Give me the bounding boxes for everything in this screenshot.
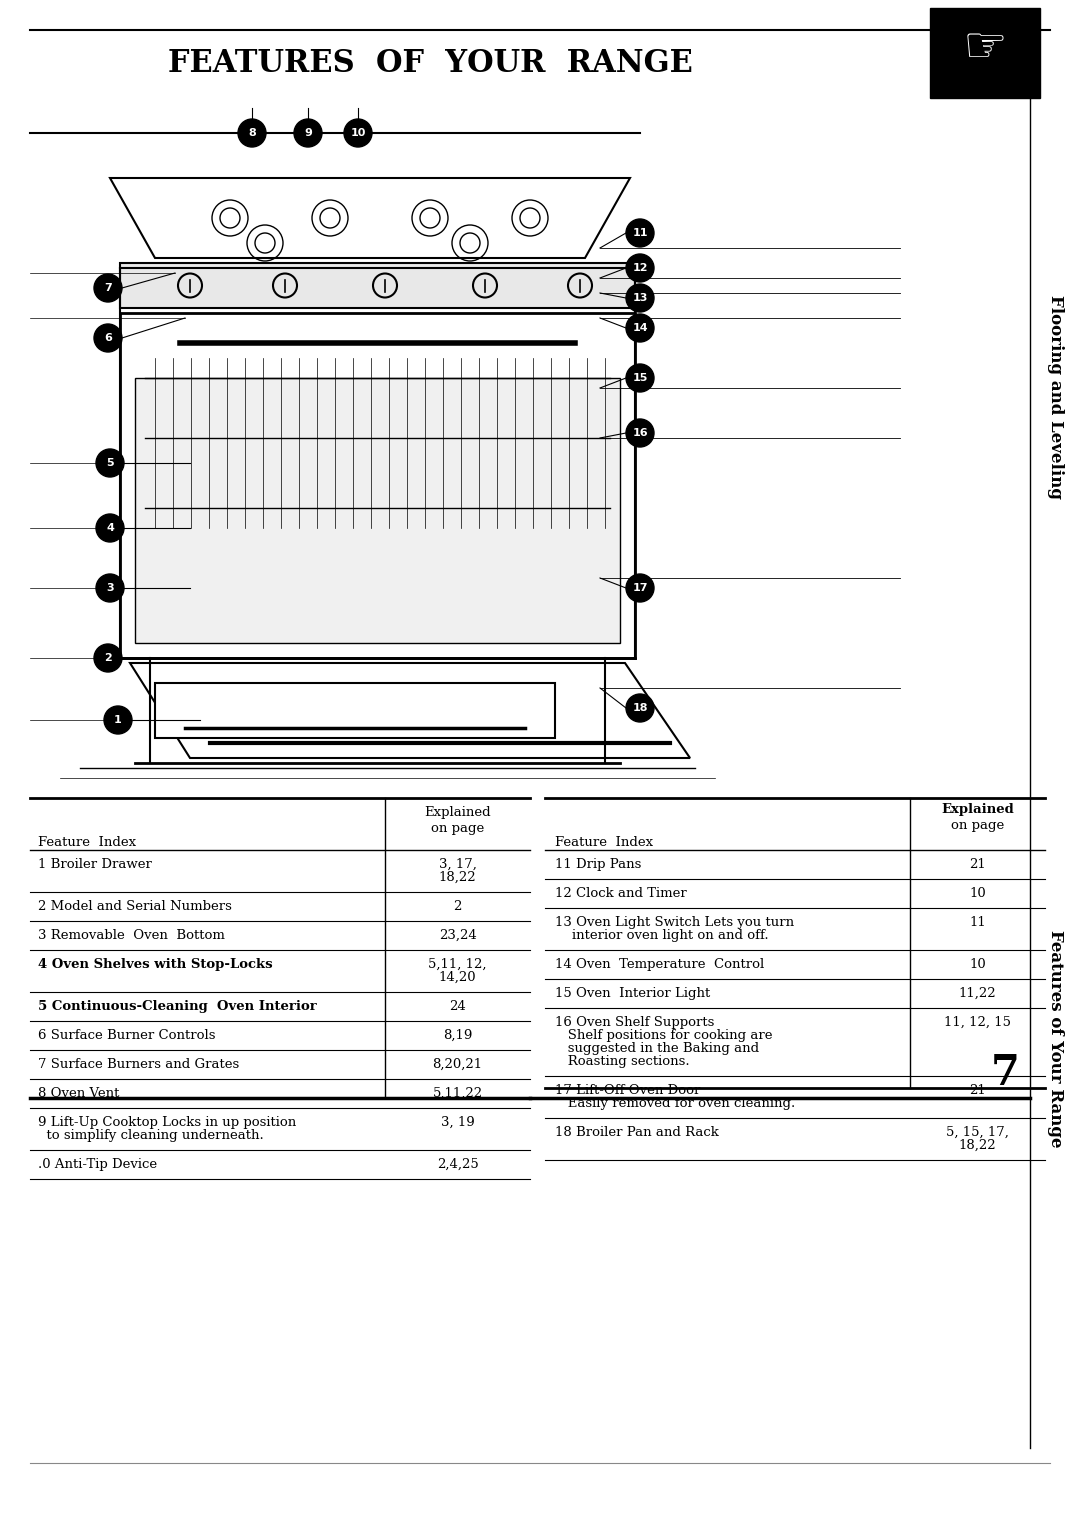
Text: 13: 13 xyxy=(632,293,648,303)
Text: 21: 21 xyxy=(969,1083,986,1097)
Text: to simplify cleaning underneath.: to simplify cleaning underneath. xyxy=(38,1129,264,1141)
Text: 21: 21 xyxy=(969,859,986,871)
Text: Features of Your Range: Features of Your Range xyxy=(1048,931,1064,1148)
Text: 10: 10 xyxy=(350,128,366,138)
Text: 11,22: 11,22 xyxy=(959,987,997,999)
Text: 1 Broiler Drawer: 1 Broiler Drawer xyxy=(38,859,152,871)
Text: Explained: Explained xyxy=(424,805,490,819)
Bar xyxy=(135,377,620,643)
Text: on page: on page xyxy=(950,819,1004,833)
Text: 24: 24 xyxy=(449,999,465,1013)
Text: 18,22: 18,22 xyxy=(959,1138,997,1152)
Circle shape xyxy=(626,694,654,723)
Text: 11: 11 xyxy=(632,228,648,238)
Text: 2 Model and Serial Numbers: 2 Model and Serial Numbers xyxy=(38,900,232,914)
Text: 5, 15, 17,: 5, 15, 17, xyxy=(946,1126,1009,1138)
Text: Flooring and Leveling: Flooring and Leveling xyxy=(1048,295,1064,500)
Text: 7 Surface Burners and Grates: 7 Surface Burners and Grates xyxy=(38,1057,240,1071)
Text: 7: 7 xyxy=(990,1051,1020,1094)
Text: on page: on page xyxy=(431,822,484,834)
Text: 3, 17,: 3, 17, xyxy=(438,859,476,871)
Text: 10: 10 xyxy=(969,886,986,900)
Text: 8 Oven Vent: 8 Oven Vent xyxy=(38,1086,120,1100)
Text: 11 Drip Pans: 11 Drip Pans xyxy=(555,859,642,871)
Text: 12: 12 xyxy=(632,263,648,274)
Text: 5: 5 xyxy=(106,458,113,468)
Circle shape xyxy=(345,119,372,147)
Bar xyxy=(120,313,635,659)
Text: 8,20,21: 8,20,21 xyxy=(432,1057,483,1071)
Text: Feature  Index: Feature Index xyxy=(38,836,136,850)
Text: Feature  Index: Feature Index xyxy=(555,836,653,850)
Text: 3, 19: 3, 19 xyxy=(441,1115,474,1129)
Circle shape xyxy=(96,449,124,477)
Circle shape xyxy=(104,706,132,733)
Circle shape xyxy=(96,575,124,602)
Text: 17: 17 xyxy=(632,584,648,593)
Text: 1: 1 xyxy=(114,715,122,724)
Circle shape xyxy=(626,364,654,393)
Text: 15 Oven  Interior Light: 15 Oven Interior Light xyxy=(555,987,711,999)
Circle shape xyxy=(238,119,266,147)
Circle shape xyxy=(94,643,122,672)
Text: 2,4,25: 2,4,25 xyxy=(436,1158,478,1170)
Text: 18: 18 xyxy=(632,703,648,714)
Text: 5,11, 12,: 5,11, 12, xyxy=(429,958,487,970)
Text: 11: 11 xyxy=(969,915,986,929)
Text: 8: 8 xyxy=(248,128,256,138)
Text: 5,11,22: 5,11,22 xyxy=(432,1086,483,1100)
Circle shape xyxy=(626,313,654,342)
Text: 14 Oven  Temperature  Control: 14 Oven Temperature Control xyxy=(555,958,765,970)
Text: 3: 3 xyxy=(106,584,113,593)
Text: 2: 2 xyxy=(454,900,461,914)
Text: 4 Oven Shelves with Stop-Locks: 4 Oven Shelves with Stop-Locks xyxy=(38,958,272,970)
Circle shape xyxy=(96,513,124,542)
Text: 3 Removable  Oven  Bottom: 3 Removable Oven Bottom xyxy=(38,929,225,941)
Text: 16: 16 xyxy=(632,428,648,439)
Text: .0 Anti-Tip Device: .0 Anti-Tip Device xyxy=(38,1158,157,1170)
Text: 15: 15 xyxy=(632,373,648,384)
Text: 17 Lift-Off Oven Door: 17 Lift-Off Oven Door xyxy=(555,1083,700,1097)
Bar xyxy=(156,683,555,738)
Text: interior oven light on and off.: interior oven light on and off. xyxy=(555,929,769,941)
Text: 13 Oven Light Switch Lets you turn: 13 Oven Light Switch Lets you turn xyxy=(555,915,794,929)
Bar xyxy=(930,8,1040,98)
Circle shape xyxy=(626,254,654,283)
Circle shape xyxy=(294,119,322,147)
Text: suggested in the Baking and: suggested in the Baking and xyxy=(555,1042,759,1054)
Text: 4: 4 xyxy=(106,523,113,533)
Bar xyxy=(120,263,635,309)
Text: 9: 9 xyxy=(305,128,312,138)
Text: 5 Continuous-Cleaning  Oven Interior: 5 Continuous-Cleaning Oven Interior xyxy=(38,999,316,1013)
Circle shape xyxy=(94,274,122,303)
Text: Shelf positions for cooking are: Shelf positions for cooking are xyxy=(555,1028,772,1042)
Text: Roasting sections.: Roasting sections. xyxy=(555,1054,690,1068)
Text: ☞: ☞ xyxy=(962,24,1008,72)
Circle shape xyxy=(626,419,654,448)
Text: 18 Broiler Pan and Rack: 18 Broiler Pan and Rack xyxy=(555,1126,719,1138)
Circle shape xyxy=(94,324,122,351)
Text: FEATURES  OF  YOUR  RANGE: FEATURES OF YOUR RANGE xyxy=(167,47,692,78)
Text: 23,24: 23,24 xyxy=(438,929,476,941)
Circle shape xyxy=(626,219,654,248)
Circle shape xyxy=(626,575,654,602)
Text: 16 Oven Shelf Supports: 16 Oven Shelf Supports xyxy=(555,1016,714,1028)
Text: 2: 2 xyxy=(104,652,112,663)
Text: 6 Surface Burner Controls: 6 Surface Burner Controls xyxy=(38,1028,216,1042)
Text: 8,19: 8,19 xyxy=(443,1028,472,1042)
Text: 14,20: 14,20 xyxy=(438,970,476,984)
Text: Easily removed for oven cleaning.: Easily removed for oven cleaning. xyxy=(555,1097,795,1109)
Text: 7: 7 xyxy=(104,283,112,293)
Text: 18,22: 18,22 xyxy=(438,871,476,885)
Text: Explained: Explained xyxy=(941,804,1014,816)
Text: 10: 10 xyxy=(969,958,986,970)
Text: 6: 6 xyxy=(104,333,112,342)
Text: 14: 14 xyxy=(632,322,648,333)
Circle shape xyxy=(626,284,654,312)
Text: 11, 12, 15: 11, 12, 15 xyxy=(944,1016,1011,1028)
Text: 9 Lift-Up Cooktop Locks in up position: 9 Lift-Up Cooktop Locks in up position xyxy=(38,1115,296,1129)
Text: 12 Clock and Timer: 12 Clock and Timer xyxy=(555,886,687,900)
